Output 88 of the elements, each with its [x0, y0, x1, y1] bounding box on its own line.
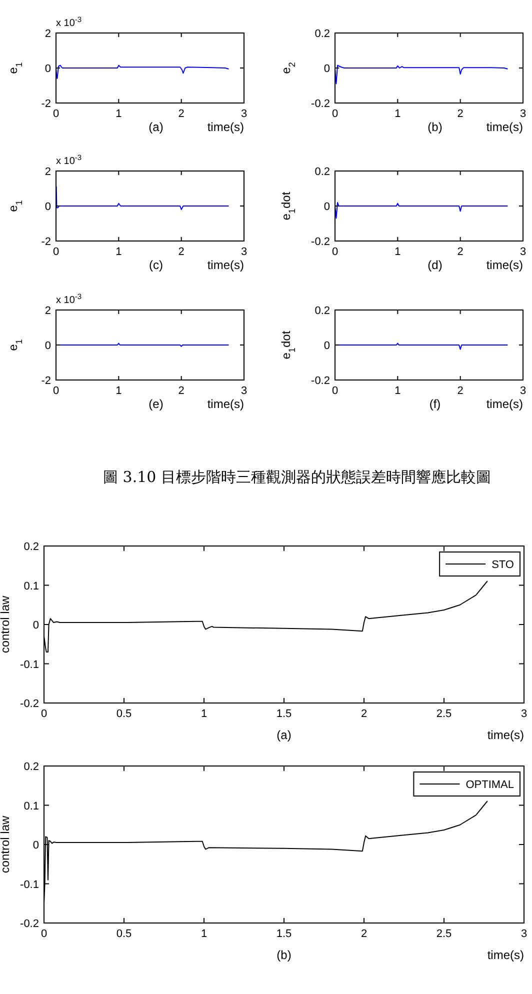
- y-tick-label: 0: [32, 840, 39, 852]
- x-axis-title: time(s): [207, 258, 244, 272]
- text: (a): [276, 728, 292, 742]
- y-tick-label: -0.2: [311, 98, 330, 110]
- y-tick-label: 0.2: [24, 541, 39, 553]
- text: x 10$^{-3}$: [56, 152, 82, 167]
- x-tick-label: 1: [394, 108, 401, 120]
- y-tick-label: 0: [44, 201, 51, 213]
- legend-label: STO: [492, 559, 514, 571]
- x-tick-label: 1.5: [276, 928, 292, 940]
- y-tick-label: -2: [41, 375, 51, 387]
- x-tick-label: 2: [178, 108, 184, 120]
- x-tick-label: 0: [332, 108, 338, 120]
- x-tick-label: 1: [200, 708, 208, 720]
- x-axis-title: time(s): [486, 258, 523, 272]
- x-tick-label: 1: [116, 108, 122, 120]
- text: x 10$^{-3}$: [56, 14, 82, 29]
- y-tick-label: -0.2: [20, 918, 39, 930]
- x-axis-title: time(s): [207, 120, 244, 134]
- x-tick-label: 3: [240, 246, 248, 258]
- x-tick-label: 3: [520, 108, 526, 120]
- x-tick-label: 1.5: [276, 708, 292, 720]
- caption: 圖 3.10 目標步階時三種觀測器的狀態誤差時間響應比較圖: [103, 468, 491, 486]
- x-tick-label: 2: [178, 246, 184, 258]
- y-tick-label: -2: [41, 98, 51, 110]
- x-tick-label: 2: [178, 385, 184, 397]
- y-tick-label: -2: [41, 236, 51, 248]
- x-tick-label: 2: [457, 385, 464, 397]
- y-tick-label: -0.2: [311, 375, 330, 387]
- y-tick-label: 0.2: [24, 761, 39, 773]
- text: (b): [276, 948, 292, 962]
- x-tick-label: 2: [457, 246, 464, 258]
- y-tick-label: -0.1: [20, 878, 39, 891]
- x-tick-label: 1: [116, 246, 122, 258]
- y-tick-label: 2: [44, 28, 51, 40]
- y-tick-label: -0.2: [20, 698, 39, 710]
- text: (b): [428, 120, 442, 134]
- x-tick-label: 2: [360, 708, 368, 720]
- text: (f): [429, 397, 441, 411]
- y-tick-label: 0: [44, 340, 51, 352]
- x-tick-label: 1: [200, 928, 208, 940]
- y-tick-label: 0: [44, 63, 51, 75]
- x-tick-label: 1: [394, 385, 401, 397]
- text: (a): [148, 120, 164, 134]
- x-tick-label: 3: [240, 108, 248, 120]
- y-axis-title: control law: [0, 595, 12, 654]
- x-tick-label: 1: [116, 385, 122, 397]
- x-tick-label: 2: [360, 928, 368, 940]
- text: (e): [148, 397, 164, 411]
- x-tick-label: 0: [52, 108, 60, 120]
- x-axis-title: time(s): [207, 397, 244, 411]
- x-axis-title: time(s): [486, 120, 523, 134]
- text: (c): [149, 258, 163, 272]
- x-tick-label: 0: [332, 246, 338, 258]
- x-tick-label: 1: [394, 246, 401, 258]
- x-tick-label: 3: [520, 708, 528, 720]
- x-tick-label: 2.5: [436, 928, 452, 940]
- y-tick-label: 0.2: [314, 28, 330, 40]
- x-axis-title: time(s): [486, 397, 523, 411]
- legend-label: OPTIMAL: [466, 779, 514, 791]
- y-tick-label: 2: [44, 305, 51, 317]
- text: (d): [428, 258, 442, 272]
- y-tick-label: 0.2: [314, 166, 330, 178]
- x-tick-label: 3: [520, 928, 528, 940]
- x-tick-label: 3: [520, 385, 526, 397]
- x-axis-title: time(s): [487, 728, 524, 742]
- y-tick-label: 2: [44, 166, 51, 178]
- x-tick-label: 0.5: [116, 708, 132, 720]
- x-axis-title: time(s): [487, 948, 524, 962]
- y-tick-label: 0: [324, 63, 330, 75]
- y-tick-label: 0.1: [24, 580, 39, 592]
- y-axis-title: control law: [0, 815, 12, 874]
- y-tick-label: 0: [324, 340, 330, 352]
- x-tick-label: 0: [52, 385, 60, 397]
- x-tick-label: 2: [457, 108, 464, 120]
- x-tick-label: 2.5: [436, 708, 452, 720]
- text: x 10$^{-3}$: [56, 292, 82, 306]
- y-tick-label: 0: [32, 620, 39, 632]
- y-tick-label: -0.1: [20, 658, 39, 671]
- y-tick-label: 0: [324, 201, 330, 213]
- x-tick-label: 3: [520, 246, 526, 258]
- x-tick-label: 0: [332, 385, 338, 397]
- x-tick-label: 0.5: [116, 928, 132, 940]
- y-tick-label: 0.2: [314, 305, 330, 317]
- x-tick-label: 3: [240, 385, 248, 397]
- y-tick-label: 0.1: [24, 800, 39, 812]
- x-tick-label: 0: [52, 246, 60, 258]
- y-tick-label: -0.2: [311, 236, 330, 248]
